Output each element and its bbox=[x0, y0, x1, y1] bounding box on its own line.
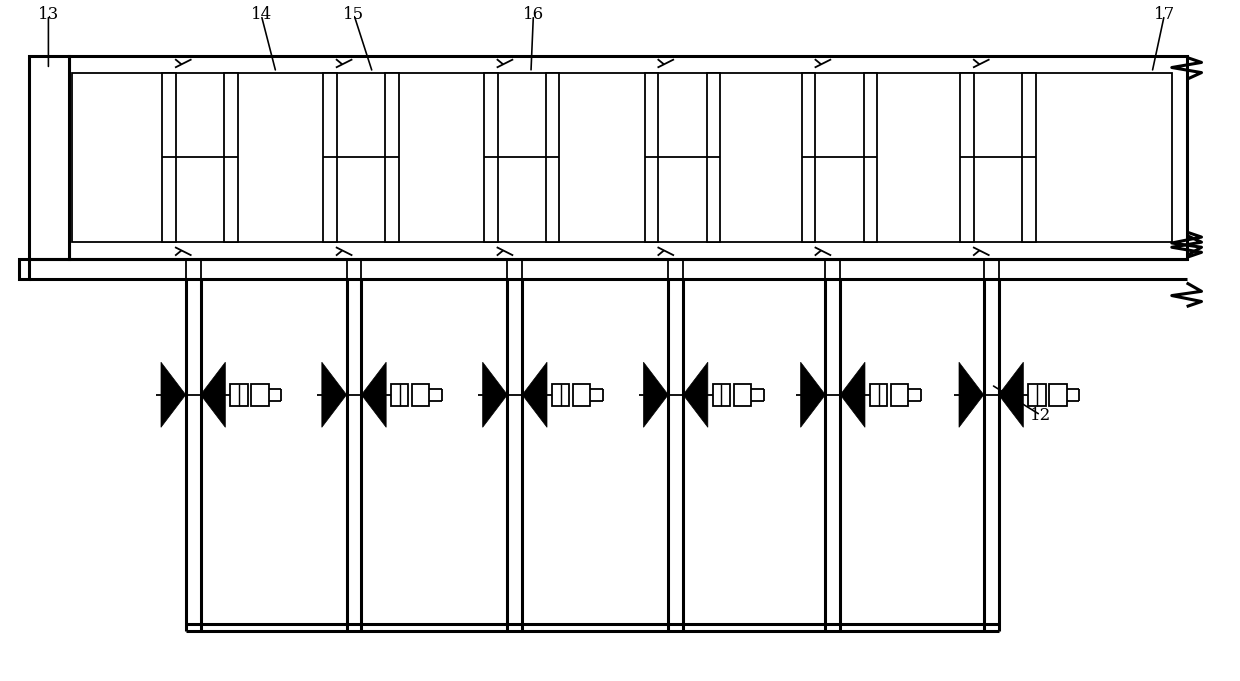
Polygon shape bbox=[361, 362, 386, 427]
Bar bbox=[252, 384, 269, 406]
Bar bbox=[573, 384, 590, 406]
Bar bbox=[484, 73, 497, 242]
Polygon shape bbox=[482, 362, 507, 427]
Bar bbox=[29, 56, 69, 259]
Bar bbox=[1028, 384, 1045, 406]
Text: 17: 17 bbox=[1153, 6, 1176, 23]
Polygon shape bbox=[161, 362, 186, 427]
Bar bbox=[645, 73, 658, 242]
Polygon shape bbox=[959, 362, 983, 427]
Text: 15: 15 bbox=[343, 6, 365, 23]
Bar bbox=[1049, 384, 1066, 406]
Bar bbox=[713, 384, 730, 406]
Bar bbox=[864, 73, 878, 242]
Bar bbox=[391, 384, 408, 406]
Bar bbox=[224, 73, 238, 242]
Bar bbox=[802, 73, 816, 242]
Polygon shape bbox=[644, 362, 668, 427]
Text: 12: 12 bbox=[1030, 407, 1052, 424]
Text: 13: 13 bbox=[37, 6, 60, 23]
Bar bbox=[552, 384, 569, 406]
Polygon shape bbox=[322, 362, 346, 427]
Bar bbox=[162, 73, 176, 242]
Bar bbox=[19, 259, 29, 279]
Polygon shape bbox=[998, 362, 1023, 427]
Text: 14: 14 bbox=[250, 6, 272, 23]
Polygon shape bbox=[522, 362, 547, 427]
Polygon shape bbox=[683, 362, 708, 427]
Bar bbox=[231, 384, 248, 406]
Polygon shape bbox=[841, 362, 866, 427]
Bar bbox=[69, 56, 1187, 259]
Text: 16: 16 bbox=[523, 6, 544, 23]
Bar bbox=[412, 384, 429, 406]
Bar bbox=[384, 73, 398, 242]
Bar bbox=[1022, 73, 1035, 242]
Bar bbox=[870, 384, 888, 406]
Bar bbox=[960, 73, 973, 242]
Polygon shape bbox=[201, 362, 226, 427]
Bar bbox=[546, 73, 559, 242]
Bar bbox=[72, 73, 1172, 242]
Polygon shape bbox=[801, 362, 826, 427]
Bar bbox=[734, 384, 751, 406]
Bar bbox=[892, 384, 908, 406]
Bar bbox=[324, 73, 337, 242]
Bar bbox=[707, 73, 720, 242]
